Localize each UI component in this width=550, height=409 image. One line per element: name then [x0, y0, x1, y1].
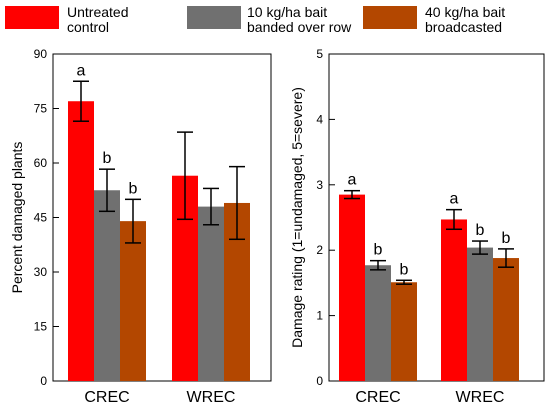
significance-letter: b — [103, 150, 112, 167]
significance-letter: b — [374, 242, 383, 259]
legend-label-2-line-1: 10 kg/ha bait — [247, 4, 327, 20]
y-tick-label: 60 — [34, 156, 48, 170]
y-tick-label: 1 — [316, 309, 323, 323]
significance-letter: b — [129, 180, 138, 197]
significance-letter: a — [77, 62, 86, 79]
y-axis-label: Damage rating (1=undamaged, 5=severe) — [289, 87, 305, 348]
legend-label-3-line-1: 40 kg/ha bait — [425, 4, 505, 20]
significance-letter: a — [348, 172, 357, 189]
bar-wrec-series-2 — [467, 247, 493, 381]
bar-wrec-series-1 — [441, 219, 467, 381]
y-tick-label: 4 — [316, 112, 323, 126]
legend-label-1-line-1: Untreated — [67, 4, 128, 20]
bar-crec-series-2 — [365, 265, 391, 381]
x-tick-label-wrec: WREC — [187, 389, 236, 406]
y-axis-label: Percent damaged plants — [9, 142, 25, 294]
bar-crec-series-3 — [120, 221, 146, 381]
legend-label-2-line-2: banded over row — [247, 19, 352, 35]
x-tick-label-crec: CREC — [84, 389, 129, 406]
y-tick-label: 0 — [316, 374, 323, 388]
damage-rating-chart: 0 1 2 3 4 5 Damage rating (1=undamaged, 5=seve… — [289, 47, 545, 406]
significance-letter: b — [476, 222, 485, 239]
x-tick-label-crec: CREC — [355, 389, 400, 406]
y-tick-label: 2 — [316, 243, 323, 257]
y-tick-label: 15 — [34, 320, 48, 334]
significance-letter: a — [450, 191, 459, 208]
y-tick-label: 0 — [40, 374, 47, 388]
bar-wrec-series-3 — [493, 258, 519, 381]
y-tick-label: 3 — [316, 178, 323, 192]
y-tick-label: 75 — [34, 102, 48, 116]
bar-crec-series-3 — [391, 282, 417, 381]
y-tick-label: 5 — [316, 47, 323, 61]
legend-swatch-1 — [5, 6, 59, 29]
plot-frame — [328, 53, 545, 382]
bar-crec-series-1 — [339, 194, 365, 381]
legend-swatch-3 — [363, 6, 417, 29]
legend-label-3-line-2: broadcasted — [425, 19, 502, 35]
significance-letter: b — [502, 230, 511, 247]
y-tick-label: 90 — [34, 47, 48, 61]
x-tick-label-wrec: WREC — [456, 389, 505, 406]
y-tick-label: 30 — [34, 265, 48, 279]
y-tick-label: 45 — [34, 211, 48, 225]
legend-label-1-line-2: control — [67, 19, 109, 35]
bar-crec-series-1 — [68, 101, 94, 381]
legend-swatch-2 — [187, 6, 241, 29]
bar-wrec-series-2 — [198, 206, 224, 381]
significance-letter: b — [400, 261, 409, 278]
bar-crec-series-2 — [94, 190, 120, 381]
damaged-plants-chart: 0 15 30 45 60 75 90 Percent damaged plants CREC a… — [9, 47, 272, 406]
